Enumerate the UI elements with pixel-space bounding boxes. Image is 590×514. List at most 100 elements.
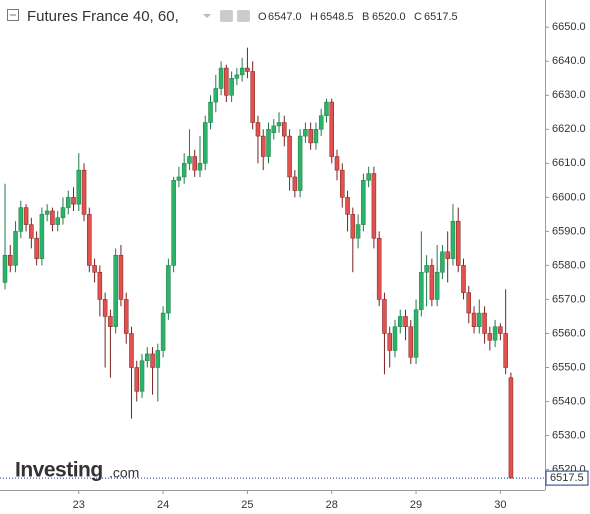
- ohlc-key: B: [362, 11, 369, 23]
- x-tick-label: 25: [241, 499, 253, 511]
- candle-body: [250, 71, 255, 123]
- candle-body: [503, 333, 508, 368]
- x-tick-label: 28: [326, 499, 338, 511]
- candle-body: [50, 210, 55, 225]
- candle-body: [324, 101, 329, 116]
- y-tick-label: 6530.0: [552, 429, 586, 441]
- compare-icon[interactable]: [237, 10, 250, 22]
- ohlc-key: H: [310, 11, 318, 23]
- candle-body: [361, 180, 366, 225]
- candle-body: [419, 271, 424, 310]
- candle-body: [224, 67, 229, 96]
- ohlc-legend: O 6547.0 H 6548.5 B 6520.0 C 6517.5: [258, 11, 458, 23]
- chart-title: Futures France 40, 60,: [27, 8, 179, 25]
- candle-body: [318, 115, 324, 130]
- candle-body: [60, 207, 66, 219]
- candle-body: [345, 197, 350, 215]
- candle-body: [234, 74, 240, 79]
- dropdown-arrow[interactable]: [203, 14, 211, 18]
- candle-body: [461, 265, 466, 293]
- candle-body: [192, 156, 197, 171]
- candle-body: [76, 169, 82, 205]
- candle-body: [387, 333, 392, 351]
- logo-suffix: .com: [109, 465, 139, 481]
- candle-body: [39, 214, 45, 259]
- candle-body: [65, 197, 71, 208]
- x-tick-label: 24: [157, 499, 169, 511]
- candle-body: [139, 360, 145, 392]
- candle-body: [455, 220, 461, 266]
- candle-body: [287, 135, 292, 178]
- candle-body: [229, 78, 234, 96]
- candle-body: [471, 312, 477, 327]
- last-price-label: 6517.5: [550, 472, 584, 484]
- candle-body: [181, 163, 187, 178]
- candle-body: [355, 224, 361, 239]
- candle-body: [213, 88, 219, 103]
- candle-body: [102, 299, 108, 317]
- candle-body: [487, 333, 493, 341]
- candle-body: [413, 309, 419, 358]
- candle-body: [350, 214, 356, 239]
- ohlc-key: O: [258, 11, 267, 23]
- candle-body: [29, 224, 34, 239]
- candle-body: [118, 254, 124, 300]
- candle-body: [482, 312, 487, 334]
- candle-body: [292, 176, 298, 191]
- y-tick-label: 6630.0: [552, 89, 586, 101]
- candle-body: [271, 125, 277, 133]
- ohlc-value: 6547.0: [268, 11, 302, 23]
- candle-body: [508, 377, 514, 479]
- candle-body: [434, 271, 440, 300]
- candle-body: [34, 237, 39, 259]
- candle-body: [366, 173, 371, 181]
- y-tick-label: 6580.0: [552, 259, 586, 271]
- candle-body: [44, 210, 50, 215]
- candle-body: [134, 367, 139, 392]
- candle-body: [129, 333, 134, 368]
- candle-body: [92, 265, 97, 273]
- y-tick-label: 6650.0: [552, 21, 586, 33]
- candle-body: [71, 197, 76, 205]
- candle-body: [108, 316, 113, 327]
- ohlc-value: 6520.0: [372, 11, 406, 23]
- candle-body: [466, 292, 472, 314]
- candle-body: [266, 129, 271, 157]
- candle-body: [408, 326, 414, 358]
- x-tick-label: 30: [494, 499, 506, 511]
- ohlc-value: 6548.5: [320, 11, 354, 23]
- settings-icon[interactable]: [220, 10, 233, 22]
- candle-body: [123, 299, 129, 334]
- x-tick-label: 29: [410, 499, 422, 511]
- candle-body: [97, 271, 103, 300]
- y-tick-label: 6620.0: [552, 123, 586, 135]
- candle-body: [282, 122, 287, 137]
- candle-body: [445, 251, 450, 259]
- candle-body: [176, 176, 182, 181]
- candle-body: [340, 169, 345, 198]
- last-price-tag: [545, 470, 589, 486]
- candle-body: [197, 163, 203, 171]
- candle-body: [329, 101, 334, 157]
- ohlc-value: 6517.5: [424, 11, 458, 23]
- logo-brand: Investing: [15, 459, 103, 482]
- candle-body: [260, 135, 266, 157]
- candle-body: [382, 299, 387, 334]
- candle-body: [477, 312, 482, 327]
- candle-body: [203, 122, 208, 164]
- candle-body: [403, 316, 408, 327]
- candle-body: [81, 169, 87, 215]
- candle-body: [160, 312, 166, 351]
- y-tick-label: 6540.0: [552, 395, 586, 407]
- candle-body: [23, 207, 29, 225]
- candle-body: [376, 237, 382, 300]
- y-tick-label: 6600.0: [552, 191, 586, 203]
- candle-body: [498, 326, 503, 334]
- candle-body: [255, 122, 261, 137]
- candle-body: [440, 251, 445, 273]
- candle-body: [297, 135, 303, 191]
- candle-body: [150, 353, 155, 368]
- candle-body: [398, 316, 403, 327]
- candle-body: [276, 122, 282, 127]
- candle-body: [2, 254, 8, 283]
